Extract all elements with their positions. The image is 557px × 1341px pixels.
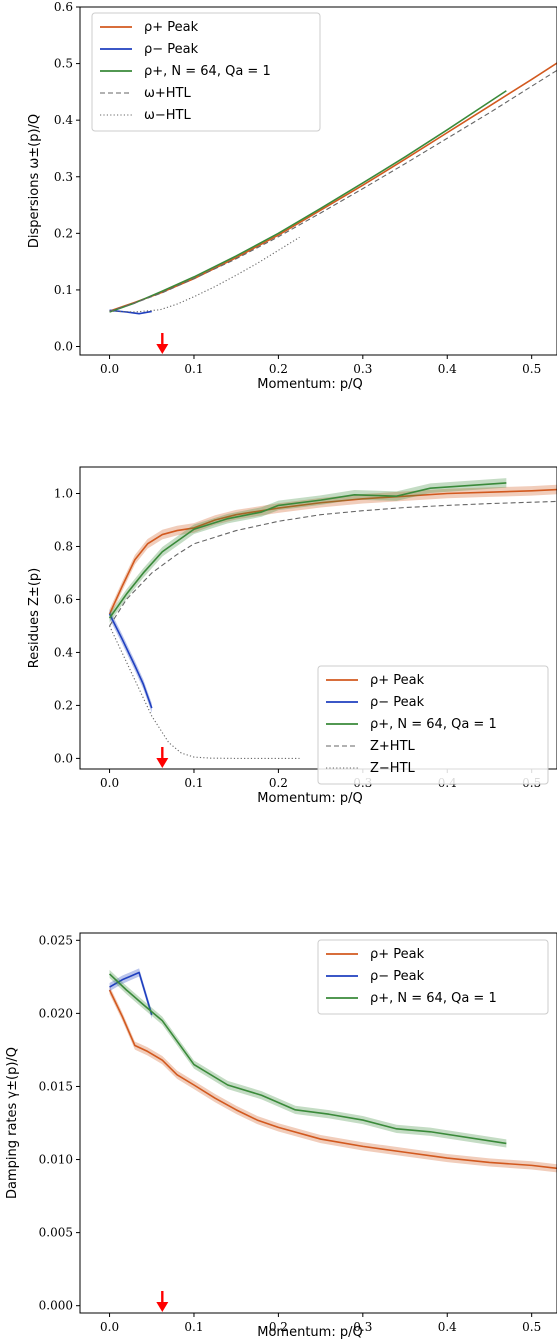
axes-frame: [79, 6, 557, 356]
series-line-2: [109, 90, 507, 313]
x-tick-label: 0.2: [269, 1320, 288, 1334]
x-tick-label: 0.1: [184, 1320, 203, 1334]
series-group: [108, 968, 557, 1173]
legend-label-2: ρ+, N = 64, Qa = 1: [370, 717, 497, 732]
series-group: [109, 62, 557, 315]
y-axis-label: Residues Z±(p): [27, 568, 42, 668]
series-band-2: [109, 478, 507, 623]
legend: ρ+ Peak ρ− Peak ρ+, N = 64, Qa = 1: [317, 939, 549, 1015]
legend-label-0: ρ+ Peak: [370, 947, 425, 962]
legend-label-3: ω+HTL: [144, 86, 191, 101]
x-tick-label: 0.1: [184, 362, 203, 376]
y-tick-label: 0.000: [39, 1299, 73, 1313]
y-tick-label: 0.0: [54, 751, 73, 765]
y-tick-label: 0.8: [54, 539, 73, 553]
y-tick-label: 0.4: [54, 113, 73, 127]
y-tick-label: 0.025: [39, 933, 73, 947]
legend-label-1: ρ− Peak: [370, 695, 425, 710]
legend: ρ+ Peak ρ− Peak ρ+, N = 64, Qa = 1 Z+HTL Z−H…: [317, 665, 549, 785]
legend-label-0: ρ+ Peak: [370, 673, 425, 688]
series-line-3: [109, 500, 557, 627]
legend-label-0: ρ+ Peak: [144, 20, 199, 35]
y-tick-label: 0.5: [54, 57, 73, 71]
series-line-3: [109, 69, 557, 312]
x-tick-label: 0.3: [353, 362, 372, 376]
series-line-1: [109, 971, 153, 1016]
series-band-0: [109, 484, 557, 619]
y-tick-label: 0.005: [39, 1226, 73, 1240]
x-tick-label: 0.3: [353, 1320, 372, 1334]
dispersion-chart: 0.0 0.1 0.2 0.3 0.4 0.5 0.0 0.1 0.2 0.3 0.4 0.5 0.6 M…: [27, 0, 557, 392]
y-tick-label: 0.015: [39, 1079, 73, 1093]
y-tick-label: 0.4: [54, 645, 73, 659]
series-line-0: [108, 989, 557, 1170]
series-line-1: [108, 613, 153, 709]
legend-label-4: ω−HTL: [144, 108, 191, 123]
series-line-2: [108, 482, 507, 619]
y-tick-label: 0.010: [39, 1153, 73, 1167]
y-tick-label: 0.2: [54, 698, 73, 712]
x-axis-label: Momentum: p/Q: [257, 377, 362, 392]
legend-label-1: ρ− Peak: [370, 969, 425, 984]
axes-frame: [79, 932, 557, 1314]
legend-box: [317, 665, 549, 785]
series-line-0: [108, 488, 557, 615]
x-tick-label: 0.2: [269, 776, 288, 790]
damping-rates-chart: 0.0 0.1 0.2 0.3 0.4 0.5 0.000 0.005 0.010 0.015 0.…: [5, 932, 557, 1340]
marker-arrow-head: [156, 758, 169, 768]
legend-box: [317, 939, 549, 1015]
series-group: [108, 478, 557, 759]
x-tick-label: 0.5: [522, 1320, 541, 1334]
y-tick-label: 0.0: [54, 340, 73, 354]
series-band-1: [109, 609, 152, 713]
legend-label-4: Z−HTL: [370, 761, 416, 776]
residues-chart: 0.00.10.20.30.40.50.00.20.40.60.81.0Mome…: [27, 466, 557, 806]
x-tick-label: 0.5: [522, 362, 541, 376]
y-axis-label: Dispersions ω±(p)/Q: [27, 114, 42, 248]
series-line-4: [109, 625, 300, 759]
x-axis-label: Momentum: p/Q: [257, 791, 362, 806]
y-tick-label: 0.3: [54, 170, 73, 184]
x-tick-label: 0.1: [184, 776, 203, 790]
x-tick-label: 0.4: [438, 362, 457, 376]
legend-label-2: ρ+, N = 64, Qa = 1: [144, 64, 271, 79]
x-tick-label: 0.0: [100, 362, 119, 376]
y-axis-label: Damping rates γ±(p)/Q: [5, 1047, 20, 1199]
x-tick-label: 0.2: [269, 362, 288, 376]
marker-arrow-head: [156, 1302, 169, 1312]
y-tick-label: 0.6: [54, 592, 73, 606]
x-tick-label: 0.0: [100, 776, 119, 790]
x-axis-label: Momentum: p/Q: [257, 1325, 362, 1340]
legend-label-3: Z+HTL: [370, 739, 416, 754]
y-tick-label: 1.0: [54, 486, 73, 500]
legend-box: [91, 12, 321, 132]
series-line-1: [109, 309, 152, 315]
legend-label-2: ρ+, N = 64, Qa = 1: [370, 991, 497, 1006]
y-tick-label: 0.020: [39, 1006, 73, 1020]
y-tick-label: 0.1: [54, 283, 73, 297]
legend-label-1: ρ− Peak: [144, 42, 199, 57]
legend: ρ+ Peak ρ− Peak ρ+, N = 64, Qa = 1 ω+HTL ω−H…: [91, 12, 321, 132]
marker-arrow-head: [156, 344, 169, 354]
x-tick-label: 0.4: [438, 1320, 457, 1334]
series-line-4: [109, 236, 300, 313]
series-line-2: [108, 973, 507, 1145]
x-tick-label: 0.0: [100, 1320, 119, 1334]
y-tick-label: 0.6: [54, 0, 73, 14]
y-tick-label: 0.2: [54, 226, 73, 240]
